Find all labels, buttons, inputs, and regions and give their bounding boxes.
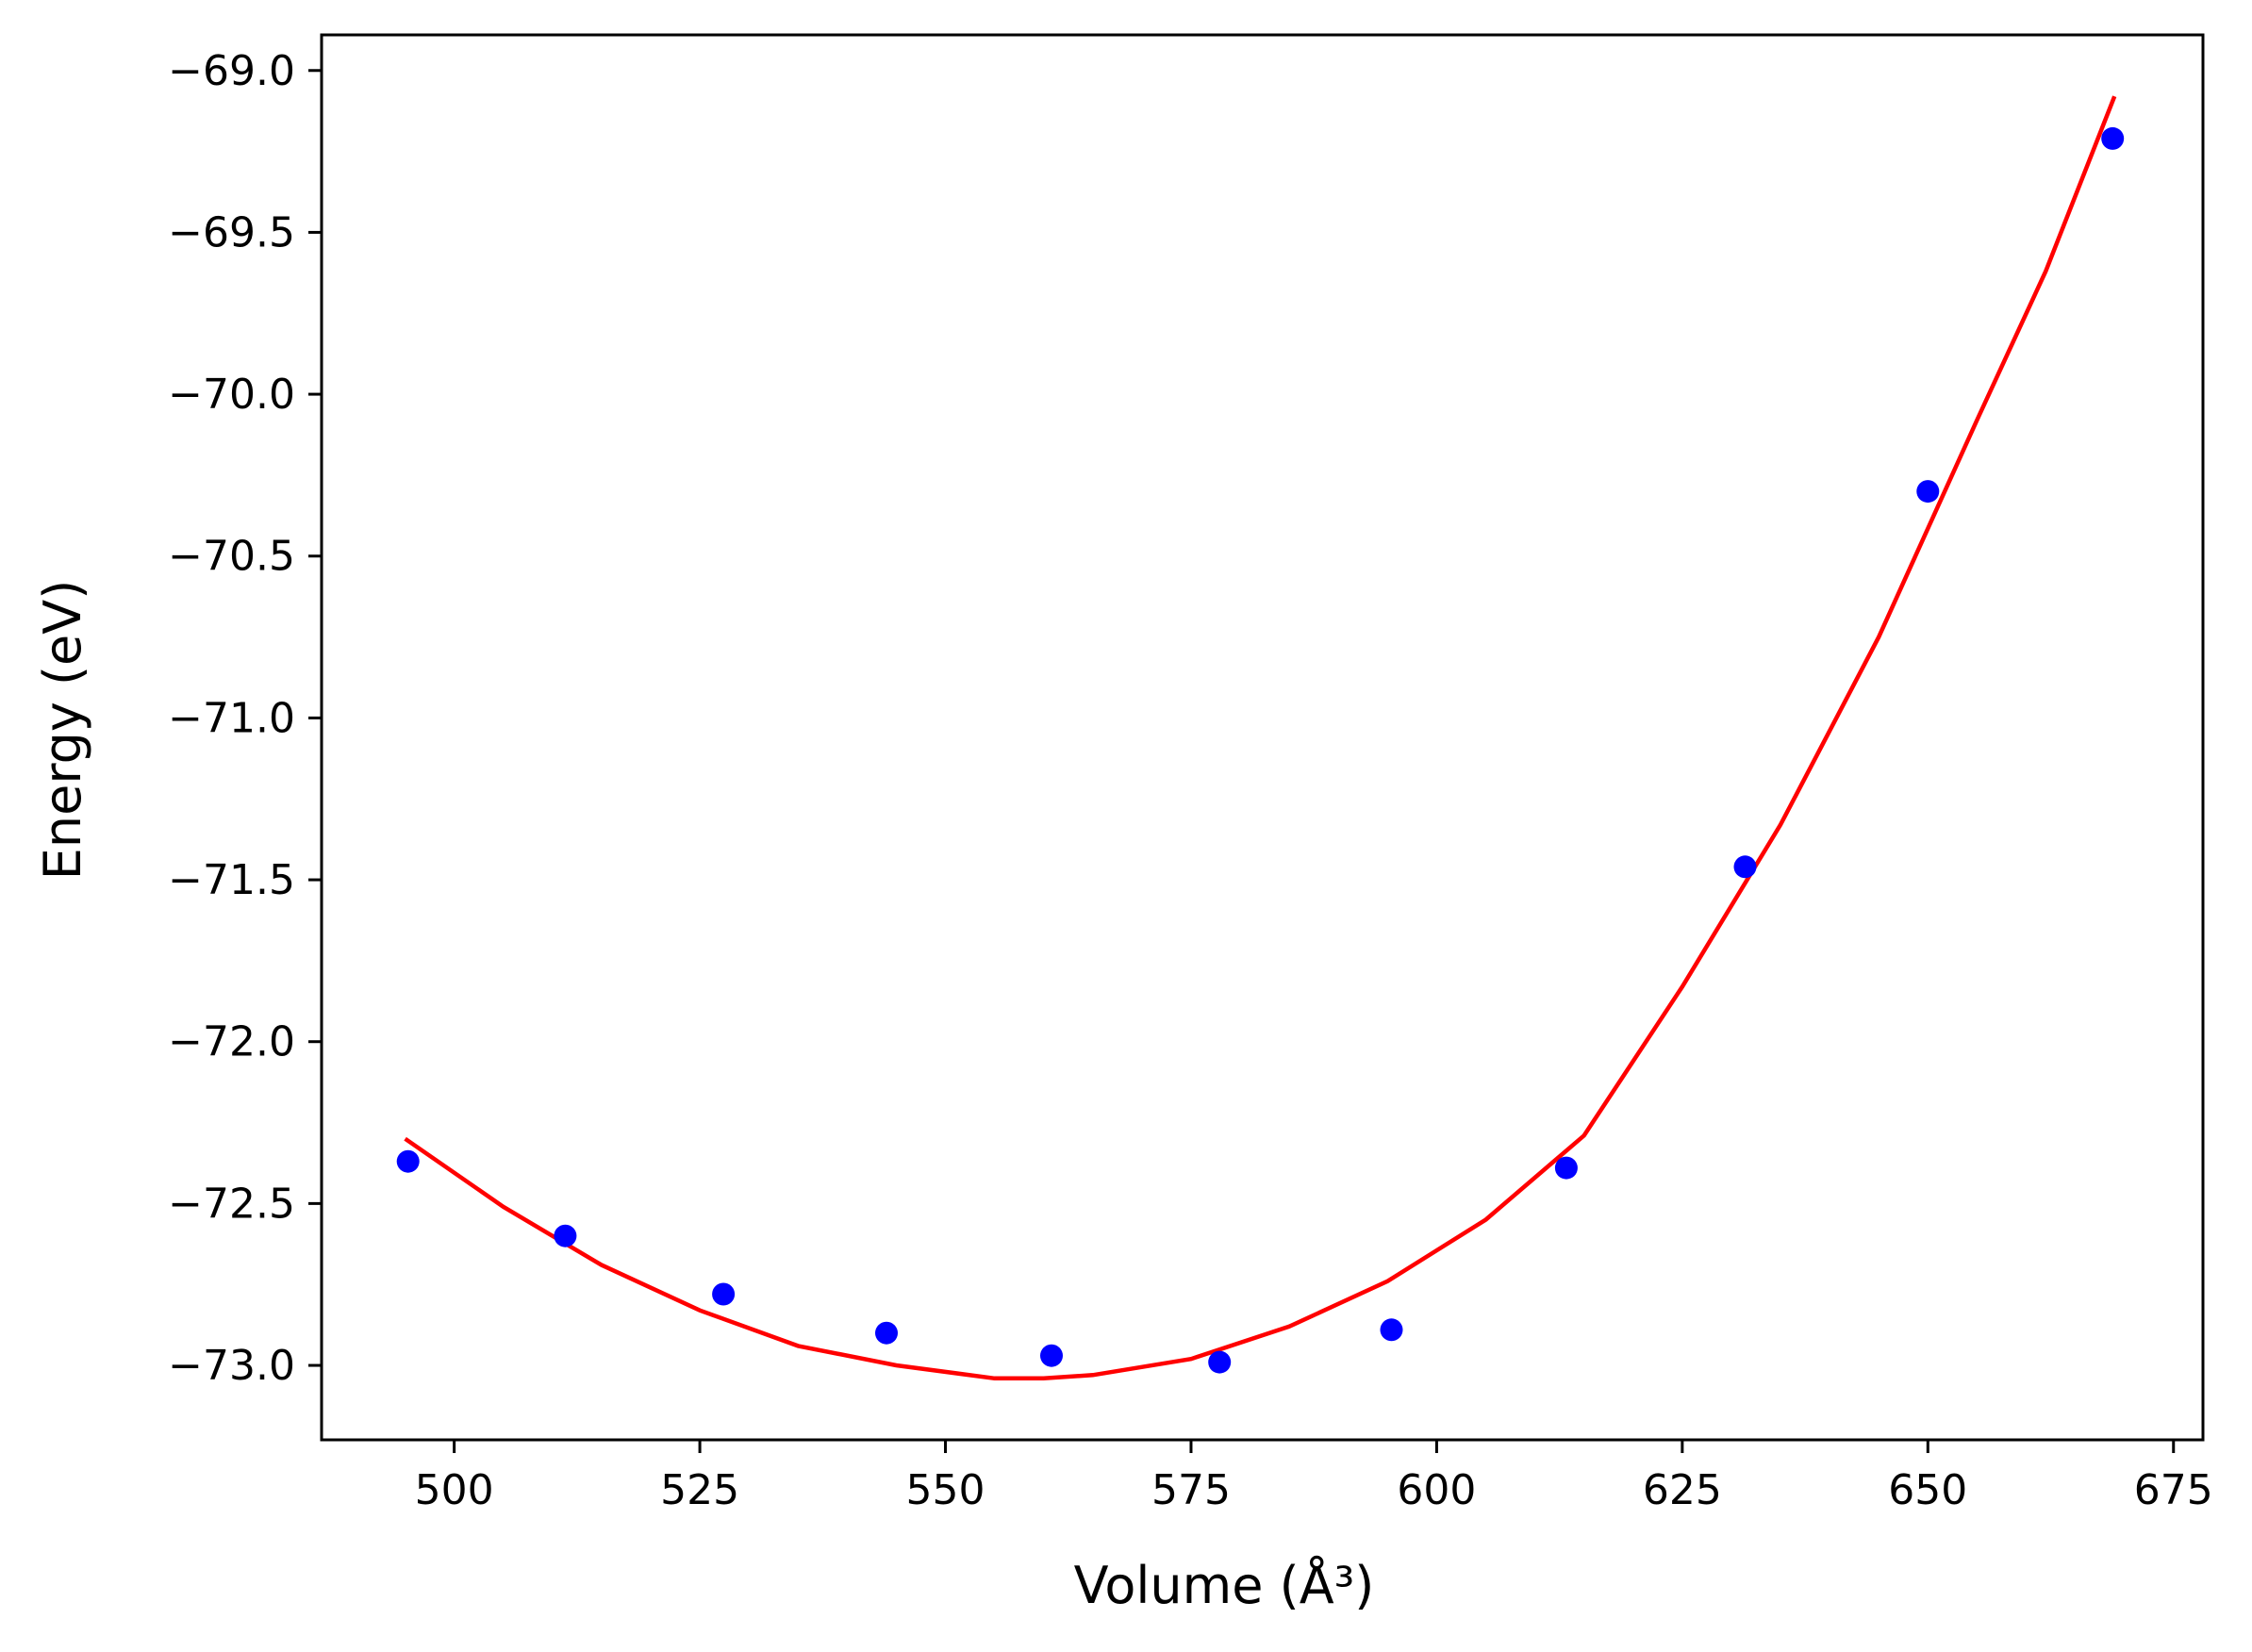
data-point-6 bbox=[1208, 1350, 1232, 1374]
data-point-7 bbox=[1380, 1318, 1403, 1342]
x-axis-ticks: 500 525 550 575 600 625 650 675 bbox=[415, 1440, 2213, 1514]
marks-layer bbox=[396, 95, 2125, 1381]
data-point-2 bbox=[554, 1224, 577, 1247]
y-tick-label: −72.0 bbox=[168, 1018, 295, 1066]
data-point-4 bbox=[875, 1321, 898, 1345]
y-tick-label: −71.5 bbox=[168, 856, 295, 904]
x-tick-label: 500 bbox=[415, 1466, 494, 1514]
y-tick-label: −71.0 bbox=[168, 694, 295, 742]
y-axis-ticks: −69.0 −69.5 −70.0 −70.5 −71.0 −71.5 −72.0 −72.5… bbox=[168, 47, 322, 1390]
data-point-3 bbox=[712, 1282, 736, 1306]
data-point-8 bbox=[1554, 1156, 1578, 1180]
data-point-11 bbox=[2101, 126, 2125, 150]
data-point-10 bbox=[1916, 480, 1940, 504]
y-tick-label: −69.5 bbox=[168, 208, 295, 256]
y-axis-label: Energy (eV) bbox=[33, 580, 92, 881]
x-tick-label: 575 bbox=[1151, 1466, 1231, 1514]
plot-frame bbox=[320, 33, 2205, 1442]
x-tick-label: 525 bbox=[660, 1466, 739, 1514]
y-tick-label: −72.5 bbox=[168, 1180, 295, 1228]
y-tick-label: −73.0 bbox=[168, 1342, 295, 1390]
data-point-1 bbox=[396, 1149, 420, 1173]
y-tick-label: −69.0 bbox=[168, 47, 295, 95]
x-axis-label: Volume (Å³) bbox=[1074, 1555, 1375, 1615]
fit-curve bbox=[404, 95, 2117, 1381]
x-tick-label: 625 bbox=[1643, 1466, 1722, 1514]
x-tick-label: 675 bbox=[2134, 1466, 2213, 1514]
x-tick-label: 600 bbox=[1397, 1466, 1476, 1514]
y-tick-label: −70.0 bbox=[168, 371, 295, 419]
x-tick-label: 650 bbox=[1888, 1466, 1967, 1514]
y-tick-label: −70.5 bbox=[168, 533, 295, 581]
data-point-5 bbox=[1040, 1344, 1063, 1367]
x-tick-label: 550 bbox=[906, 1466, 985, 1514]
data-point-9 bbox=[1733, 855, 1757, 879]
